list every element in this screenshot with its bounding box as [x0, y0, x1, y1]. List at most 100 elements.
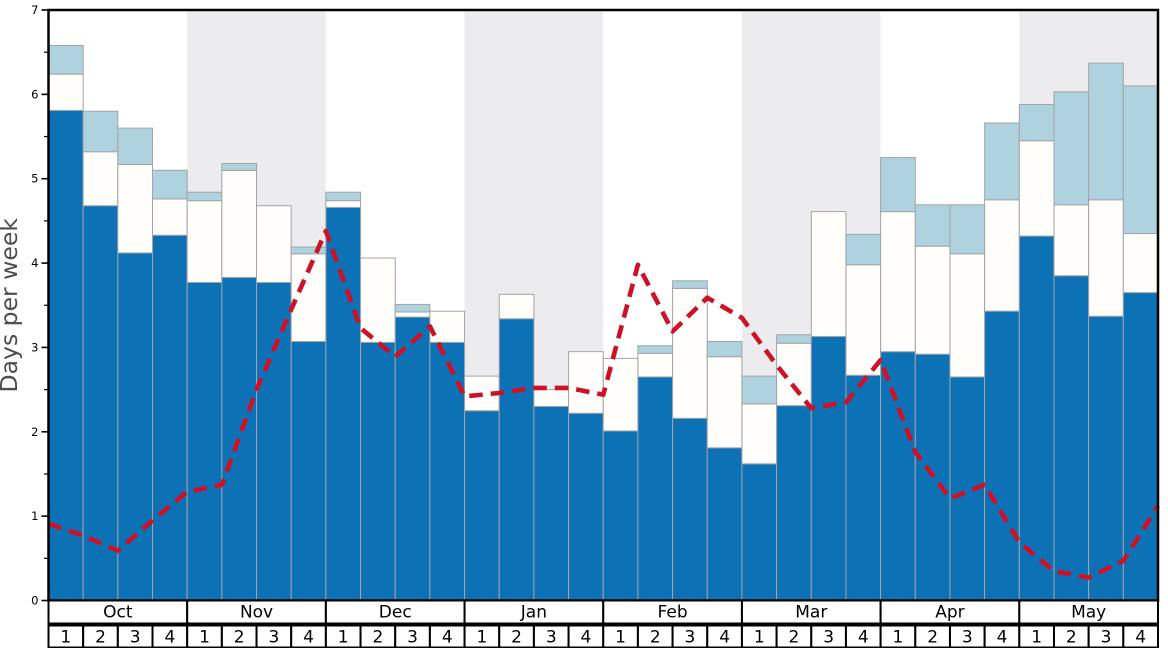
bar-segment-light-blue	[1088, 62, 1124, 201]
week-label: 2	[95, 628, 106, 648]
bar-segment-dark-blue	[394, 316, 431, 601]
bar-segment-dark-blue	[498, 318, 535, 601]
week-label: 3	[130, 628, 141, 648]
bar-segment-dark-blue	[637, 376, 674, 602]
week-label: 3	[268, 628, 279, 648]
bar-segment-white	[914, 245, 951, 355]
bar-segment-dark-blue	[48, 109, 84, 601]
week-label: 3	[1101, 628, 1112, 648]
bar-segment-light-blue	[48, 44, 84, 75]
week-label: 4	[719, 628, 730, 648]
red-dashed-line	[47, 228, 1160, 581]
month-label: Mar	[795, 603, 827, 623]
bar-segment-dark-blue	[672, 417, 708, 601]
month-label-cell	[1018, 599, 1159, 625]
bar-segment-white	[880, 211, 916, 353]
bar-segment-light-blue	[741, 375, 778, 405]
bar-segment-white	[1018, 140, 1055, 237]
week-label: 4	[581, 628, 592, 648]
bar-segment-dark-blue	[1122, 292, 1159, 601]
week-label-row: 1 2 3 4 1 2 3 4 1 2 3 4 1 2 3 4 1 2 3 4 1 2 3 4 1 2 3 4 1 2 3 4	[47, 624, 1159, 648]
bar-segment-dark-blue	[325, 206, 362, 601]
bar-segment-white	[845, 264, 882, 376]
week-label: 3	[962, 628, 973, 648]
y-axis-group: 0 1 2 3 4 5 6 7	[31, 3, 49, 608]
bar-segment-light-blue	[117, 127, 154, 165]
bar-segment-white	[637, 352, 674, 378]
week-label: 3	[407, 628, 418, 648]
week-label: 1	[1031, 628, 1042, 648]
bar-segment-dark-blue	[568, 412, 604, 601]
week-label: 1	[754, 628, 765, 648]
bar-segment-light-blue	[325, 191, 362, 202]
bar-segment-light-blue	[845, 233, 882, 266]
bar-segment-dark-blue	[810, 335, 847, 601]
y-axis-tick-label: 2	[31, 425, 38, 439]
bar-segment-dark-blue	[152, 234, 188, 601]
bar-segment-dark-blue	[533, 405, 570, 601]
bar-segment-white	[533, 389, 570, 407]
bar-segment-light-blue	[672, 280, 708, 289]
week-label: 2	[927, 628, 938, 648]
week-label: 3	[685, 628, 696, 648]
bar-segment-dark-blue	[602, 430, 639, 601]
bar-segment-white	[360, 257, 396, 343]
bar-segment-light-blue	[1053, 91, 1090, 206]
bar-segment-light-blue	[221, 163, 258, 171]
bar-segment-white	[394, 311, 431, 318]
y-axis-tick-label: 4	[31, 256, 38, 270]
bar-segment-light-blue	[637, 345, 674, 354]
y-axis-tick-label: 6	[31, 87, 38, 101]
y-axis-tick-label: 0	[31, 594, 38, 608]
bar-segment-white	[186, 200, 223, 283]
bar-segment-light-blue	[394, 303, 431, 313]
bar-segment-white	[949, 253, 986, 378]
bar-segment-white	[48, 73, 84, 111]
bar-segment-light-blue	[880, 157, 916, 213]
bar-segment-dark-blue	[1053, 275, 1090, 601]
bar-segment-white	[117, 163, 154, 254]
week-label: 2	[234, 628, 245, 648]
bar-segment-dark-blue	[706, 447, 743, 601]
bar-segment-light-blue	[1122, 85, 1159, 235]
bar-segment-dark-blue	[464, 410, 500, 602]
bar-segment-dark-blue	[117, 252, 154, 601]
y-axis-tick-label: 1	[31, 509, 38, 523]
week-label: 1	[199, 628, 210, 648]
bar-segment-dark-blue	[360, 341, 396, 601]
month-label: Oct	[103, 603, 133, 623]
bar-segment-dark-blue	[256, 281, 292, 601]
y-axis-tick-label: 5	[31, 172, 38, 186]
bar-segment-light-blue	[1018, 103, 1055, 142]
bar-segment-light-blue	[984, 122, 1020, 201]
bar-segment-light-blue	[152, 169, 188, 200]
bar-segment-white	[256, 205, 292, 283]
bar-segment-light-blue	[186, 191, 223, 202]
bar-segment-dark-blue	[1088, 315, 1124, 601]
week-label: 1	[615, 628, 626, 648]
week-label: 4	[858, 628, 869, 648]
bar-segment-dark-blue	[290, 341, 327, 601]
bar-segment-white	[82, 151, 119, 207]
bar-segment-dark-blue	[776, 405, 812, 602]
bar-segment-dark-blue	[880, 351, 916, 601]
bar-segment-dark-blue	[741, 463, 778, 601]
bar-segment-dark-blue	[845, 374, 882, 601]
week-label: 4	[164, 628, 175, 648]
bar-segment-white	[984, 199, 1020, 312]
week-label: 4	[442, 628, 453, 648]
bar-segment-white	[498, 293, 535, 320]
y-axis-tick-label: 3	[31, 340, 38, 354]
bar-segment-white	[429, 310, 466, 343]
week-label: 2	[372, 628, 383, 648]
month-label: Nov	[240, 603, 273, 623]
week-label: 2	[650, 628, 661, 648]
bar-segment-white	[672, 287, 708, 419]
bar-segment-white	[1122, 233, 1159, 294]
bar-segment-white	[741, 403, 778, 465]
bar-segment-light-blue	[914, 204, 951, 247]
week-label: 1	[338, 628, 349, 648]
week-label: 3	[546, 628, 557, 648]
bar-segment-light-blue	[82, 110, 119, 153]
